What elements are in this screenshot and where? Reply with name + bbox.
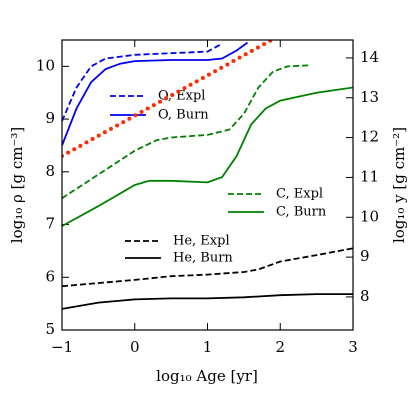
- series-line: [62, 41, 249, 146]
- y-tick-label: 9: [45, 109, 55, 127]
- plot-frame: [61, 39, 354, 331]
- legend-label: O, Burn: [158, 108, 209, 123]
- series-line: [62, 40, 274, 158]
- y-tick-label: 8: [45, 162, 55, 180]
- y-tick-label: 5: [45, 320, 55, 338]
- y2-tick-label: 13: [360, 88, 379, 106]
- series-line: [62, 42, 223, 122]
- legend-label: O, Expl: [158, 89, 205, 104]
- y-axis-label: log₁₀ ρ [g cm⁻³]: [8, 127, 26, 243]
- series-line: [62, 293, 353, 310]
- y-tick-label: 10: [36, 56, 55, 74]
- series-line: [62, 64, 310, 199]
- y2-tick-label: 9: [360, 247, 370, 265]
- legend-label: C, Burn: [276, 205, 327, 220]
- x-tick-label: 3: [348, 338, 358, 356]
- y2-tick-label: 12: [360, 128, 379, 146]
- legend-label: He, Expl: [173, 234, 230, 249]
- y2-tick-label: 10: [360, 207, 379, 225]
- x-tick-label: −1: [51, 338, 73, 356]
- y2-tick-label: 11: [360, 167, 379, 185]
- x-tick-label: 0: [130, 338, 140, 356]
- y-tick-label: 6: [45, 267, 55, 285]
- x-axis-label: log₁₀ Age [yr]: [156, 367, 258, 385]
- y2-tick-label: 8: [360, 287, 370, 305]
- series-line: [62, 247, 353, 288]
- y2-tick-label: 14: [360, 48, 379, 66]
- y-tick-label: 7: [45, 215, 55, 233]
- legend-label: C, Expl: [276, 187, 323, 202]
- x-tick-label: 2: [275, 338, 285, 356]
- x-tick-label: 1: [203, 338, 213, 356]
- y2-axis-label: log₁₀ y [g cm⁻²]: [390, 127, 408, 243]
- series-line: [62, 86, 353, 227]
- legend-label: He, Burn: [173, 251, 233, 266]
